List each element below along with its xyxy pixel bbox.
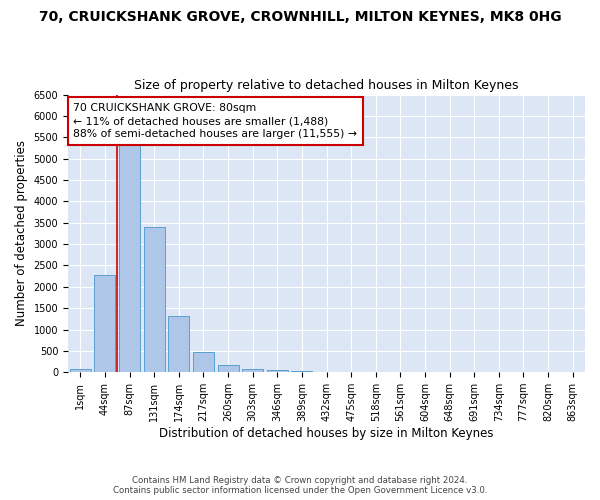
Y-axis label: Number of detached properties: Number of detached properties [15,140,28,326]
Bar [267,370,288,372]
Bar [193,352,214,372]
Bar [94,275,115,372]
Text: 70 CRUICKSHANK GROVE: 80sqm
← 11% of detached houses are smaller (1,488)
88% of : 70 CRUICKSHANK GROVE: 80sqm ← 11% of det… [73,103,357,140]
Bar [292,370,313,372]
Bar [242,369,263,372]
Bar [119,140,140,372]
Text: Contains HM Land Registry data © Crown copyright and database right 2024.
Contai: Contains HM Land Registry data © Crown c… [113,476,487,495]
Text: 70, CRUICKSHANK GROVE, CROWNHILL, MILTON KEYNES, MK8 0HG: 70, CRUICKSHANK GROVE, CROWNHILL, MILTON… [38,10,562,24]
Bar [70,369,91,372]
Bar [218,365,239,372]
Title: Size of property relative to detached houses in Milton Keynes: Size of property relative to detached ho… [134,79,519,92]
X-axis label: Distribution of detached houses by size in Milton Keynes: Distribution of detached houses by size … [159,427,494,440]
Bar [169,316,189,372]
Bar [144,228,164,372]
